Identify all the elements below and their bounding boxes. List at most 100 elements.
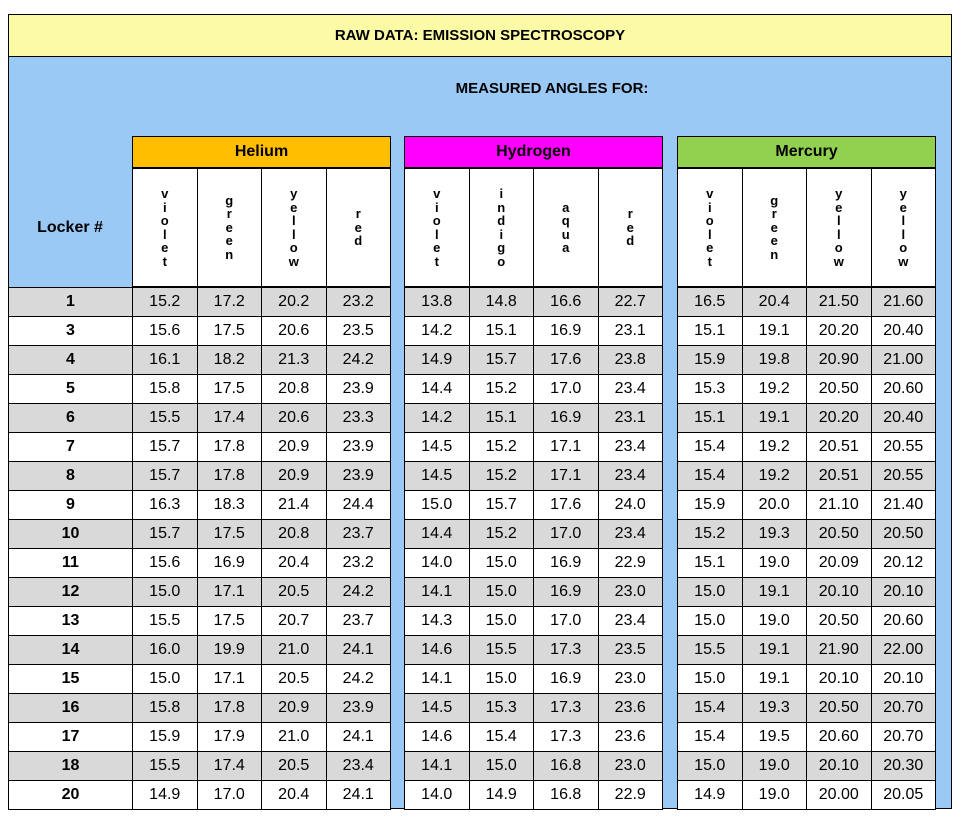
table-cell: 22.7 bbox=[597, 287, 663, 317]
table-cell: 23.4 bbox=[325, 751, 391, 781]
table-cell: 19.0 bbox=[741, 751, 807, 781]
table-cell: 20.50 bbox=[806, 519, 872, 549]
sheet-subtitle: MEASURED ANGLES FOR: bbox=[455, 80, 649, 97]
table-cell: 24.1 bbox=[325, 635, 391, 665]
table-cell: 15.0 bbox=[132, 664, 198, 694]
locker-number: 3 bbox=[8, 316, 133, 346]
table-cell: 19.1 bbox=[741, 635, 807, 665]
table-cell: 23.4 bbox=[597, 432, 663, 462]
locker-number: 7 bbox=[8, 432, 133, 462]
table-cell: 23.6 bbox=[597, 693, 663, 723]
table-cell: 15.5 bbox=[468, 635, 534, 665]
table-cell: 20.2 bbox=[261, 287, 327, 317]
locker-number: 10 bbox=[8, 519, 133, 549]
table-cell: 15.1 bbox=[677, 316, 743, 346]
table-cell: 19.0 bbox=[741, 780, 807, 810]
table-cell: 20.10 bbox=[806, 664, 872, 694]
table-cell: 19.9 bbox=[196, 635, 262, 665]
table-cell: 14.4 bbox=[404, 374, 470, 404]
table-cell: 20.55 bbox=[870, 461, 936, 491]
table-cell: 15.0 bbox=[677, 577, 743, 607]
table-cell: 15.6 bbox=[132, 316, 198, 346]
table-cell: 23.0 bbox=[597, 751, 663, 781]
table-cell: 23.4 bbox=[597, 519, 663, 549]
table-cell: 19.1 bbox=[741, 577, 807, 607]
table-cell: 15.6 bbox=[132, 548, 198, 578]
table-cell: 23.1 bbox=[597, 316, 663, 346]
table-cell: 20.4 bbox=[261, 548, 327, 578]
table-cell: 23.4 bbox=[597, 606, 663, 636]
table-cell: 15.9 bbox=[677, 490, 743, 520]
table-cell: 14.9 bbox=[468, 780, 534, 810]
table-cell: 16.9 bbox=[533, 316, 599, 346]
table-cell: 16.0 bbox=[132, 635, 198, 665]
locker-number: 9 bbox=[8, 490, 133, 520]
table-cell: 15.5 bbox=[132, 403, 198, 433]
table-cell: 15.0 bbox=[404, 490, 470, 520]
locker-number: 5 bbox=[8, 374, 133, 404]
table-cell: 15.2 bbox=[468, 432, 534, 462]
table-cell: 20.60 bbox=[806, 722, 872, 752]
table-cell: 20.51 bbox=[806, 432, 872, 462]
table-cell: 17.8 bbox=[196, 432, 262, 462]
table-cell: 20.40 bbox=[870, 316, 936, 346]
table-cell: 23.0 bbox=[597, 664, 663, 694]
table-cell: 15.0 bbox=[468, 751, 534, 781]
locker-number: 20 bbox=[8, 780, 133, 810]
table-cell: 20.20 bbox=[806, 316, 872, 346]
table-cell: 15.0 bbox=[468, 577, 534, 607]
table-cell: 24.2 bbox=[325, 345, 391, 375]
table-cell: 15.5 bbox=[132, 606, 198, 636]
table-cell: 16.3 bbox=[132, 490, 198, 520]
table-cell: 17.6 bbox=[533, 345, 599, 375]
table-cell: 23.3 bbox=[325, 403, 391, 433]
table-cell: 20.0 bbox=[741, 490, 807, 520]
table-cell: 17.0 bbox=[533, 519, 599, 549]
table-cell: 15.0 bbox=[132, 577, 198, 607]
table-cell: 15.3 bbox=[468, 693, 534, 723]
table-cell: 17.8 bbox=[196, 693, 262, 723]
table-cell: 15.1 bbox=[468, 403, 534, 433]
table-cell: 14.6 bbox=[404, 722, 470, 752]
table-cell: 21.50 bbox=[806, 287, 872, 317]
table-cell: 16.5 bbox=[677, 287, 743, 317]
table-cell: 20.40 bbox=[870, 403, 936, 433]
table-cell: 20.9 bbox=[261, 461, 327, 491]
table-cell: 13.8 bbox=[404, 287, 470, 317]
table-cell: 20.6 bbox=[261, 403, 327, 433]
table-cell: 14.5 bbox=[404, 461, 470, 491]
table-cell: 14.0 bbox=[404, 780, 470, 810]
locker-number: 13 bbox=[8, 606, 133, 636]
table-cell: 24.1 bbox=[325, 722, 391, 752]
table-cell: 14.4 bbox=[404, 519, 470, 549]
table-cell: 20.70 bbox=[870, 693, 936, 723]
table-cell: 17.5 bbox=[196, 519, 262, 549]
table-cell: 19.2 bbox=[741, 461, 807, 491]
locker-number: 17 bbox=[8, 722, 133, 752]
table-cell: 20.50 bbox=[806, 374, 872, 404]
table-cell: 21.3 bbox=[261, 345, 327, 375]
table-cell: 21.10 bbox=[806, 490, 872, 520]
table-cell: 20.51 bbox=[806, 461, 872, 491]
table-cell: 19.1 bbox=[741, 664, 807, 694]
table-cell: 15.1 bbox=[677, 548, 743, 578]
table-cell: 17.5 bbox=[196, 374, 262, 404]
table-cell: 20.9 bbox=[261, 432, 327, 462]
table-cell: 20.8 bbox=[261, 519, 327, 549]
table-cell: 17.0 bbox=[196, 780, 262, 810]
table-cell: 20.7 bbox=[261, 606, 327, 636]
table-cell: 14.1 bbox=[404, 751, 470, 781]
table-cell: 22.9 bbox=[597, 780, 663, 810]
table-cell: 15.9 bbox=[677, 345, 743, 375]
table-cell: 14.8 bbox=[468, 287, 534, 317]
table-cell: 15.9 bbox=[132, 722, 198, 752]
table-cell: 15.2 bbox=[468, 461, 534, 491]
table-cell: 15.7 bbox=[132, 432, 198, 462]
table-cell: 22.9 bbox=[597, 548, 663, 578]
table-cell: 17.5 bbox=[196, 606, 262, 636]
table-cell: 24.0 bbox=[597, 490, 663, 520]
table-cell: 15.0 bbox=[677, 664, 743, 694]
